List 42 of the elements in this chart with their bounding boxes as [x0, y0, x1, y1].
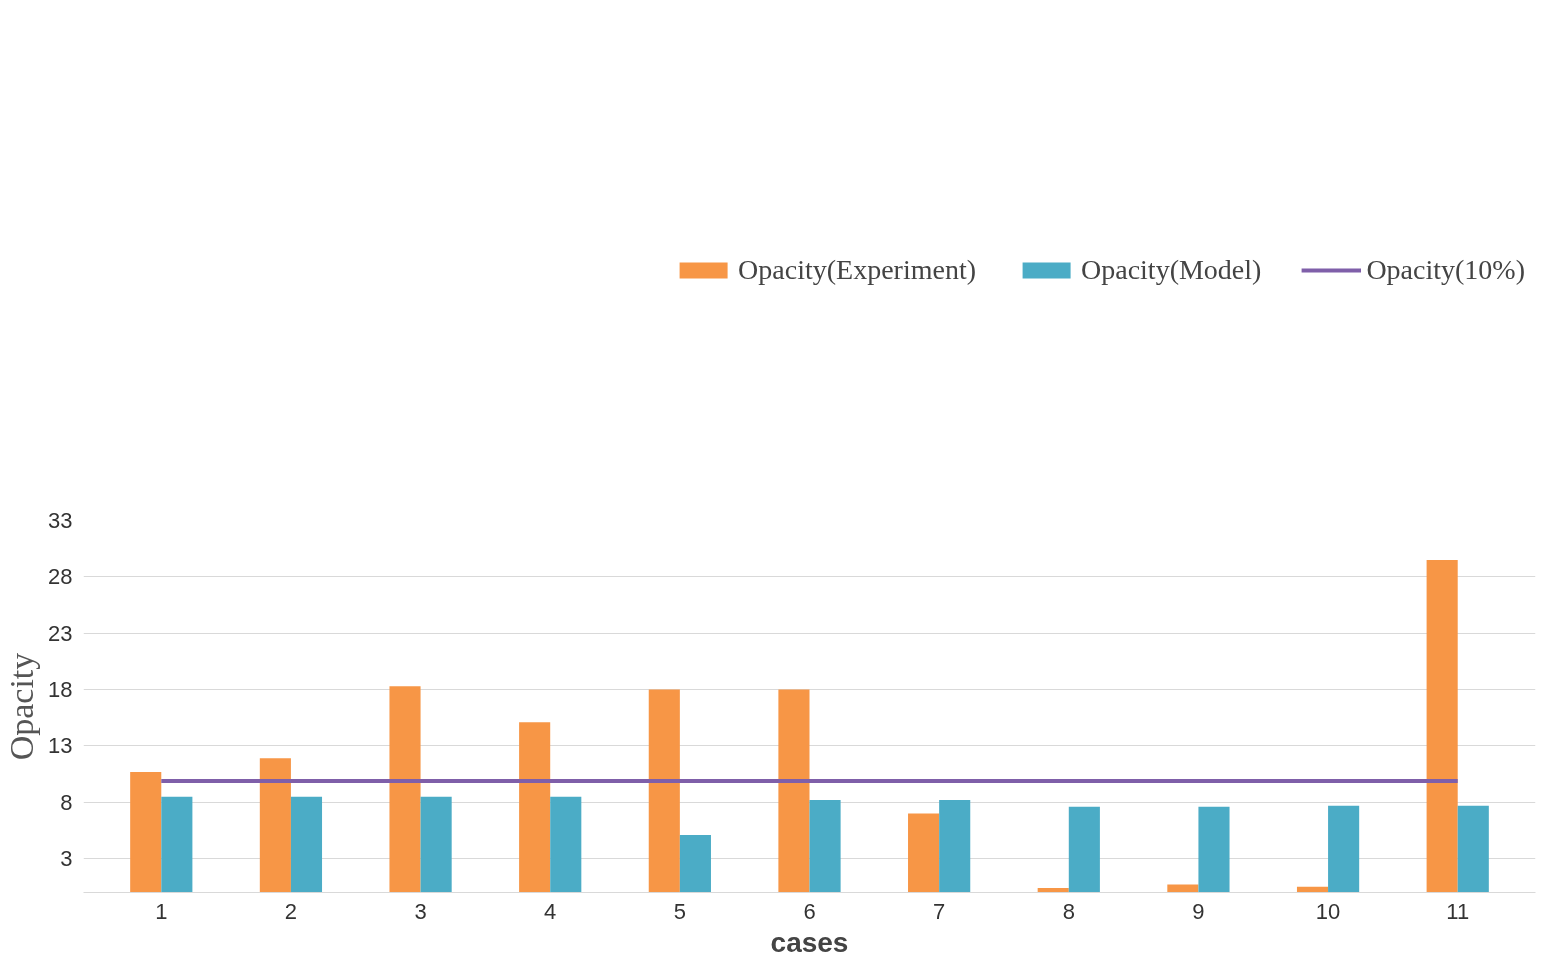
bar [1426, 559, 1458, 893]
y-tick-label: 18 [48, 677, 73, 703]
bar [389, 686, 421, 893]
x-tick-label: 8 [1062, 898, 1075, 924]
bar [1328, 805, 1360, 893]
y-tick-label: 28 [48, 564, 73, 590]
x-tick-label: 7 [933, 898, 946, 924]
legend-label: Opacity(10%) [1366, 254, 1525, 286]
bar [939, 800, 971, 893]
y-tick-label: 13 [48, 733, 73, 759]
bar [550, 796, 582, 893]
bar [648, 689, 680, 893]
legend-label: Opacity(Model) [1081, 254, 1262, 286]
y-tick-label: 33 [48, 508, 73, 533]
bar [1198, 806, 1230, 893]
bar [161, 796, 193, 893]
bar [130, 771, 162, 893]
bar [290, 796, 323, 893]
bar [679, 835, 711, 893]
x-tick-label: 10 [1315, 898, 1341, 924]
x-tick-label: 1 [155, 898, 168, 924]
bar [908, 813, 940, 893]
legend-label: Opacity(Experiment) [738, 254, 976, 286]
bar [259, 758, 291, 893]
bar [519, 722, 551, 893]
bar [778, 689, 810, 893]
x-tick-label: 9 [1192, 898, 1205, 924]
bar [809, 800, 841, 893]
bar [420, 796, 452, 893]
bar [1457, 805, 1489, 893]
x-tick-label: 3 [414, 898, 427, 924]
bar [1068, 806, 1100, 893]
y-tick-label: 3 [60, 846, 73, 872]
x-tick-label: 5 [673, 898, 686, 924]
x-axis-title: cases [770, 926, 849, 958]
y-tick-label: 23 [48, 620, 73, 646]
x-tick-label: 2 [284, 898, 298, 924]
x-tick-label: 6 [803, 898, 816, 924]
x-tick-label: 11 [1446, 898, 1470, 924]
y-axis-title: Opacity [3, 652, 41, 761]
y-tick-label: 8 [60, 789, 73, 815]
x-tick-label: 4 [544, 898, 557, 924]
